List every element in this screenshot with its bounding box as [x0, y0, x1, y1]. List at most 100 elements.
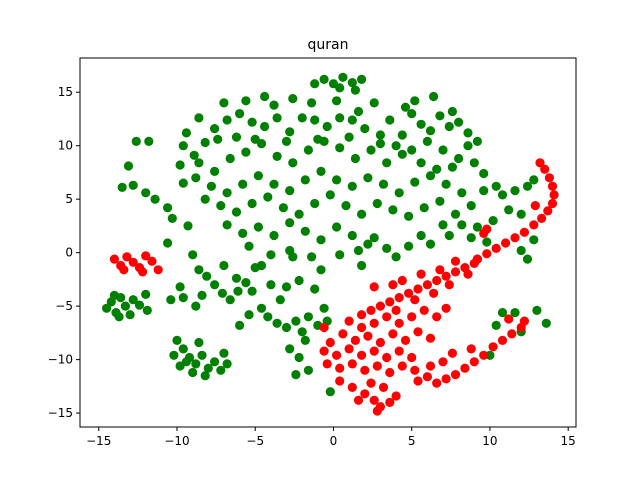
scatter-point	[313, 134, 323, 144]
scatter-point	[272, 113, 282, 123]
scatter-point	[197, 290, 207, 300]
scatter-point	[322, 359, 332, 369]
scatter-point	[316, 265, 326, 275]
scatter-point	[357, 260, 367, 271]
scatter-point	[519, 316, 530, 326]
scatter-point	[410, 295, 420, 305]
scatter-point	[269, 179, 279, 189]
scatter-point	[529, 220, 539, 230]
scatter-point	[253, 222, 263, 232]
scatter-point	[216, 201, 226, 211]
scatter-point	[303, 365, 313, 375]
scatter-point	[260, 91, 270, 102]
scatter-point	[163, 238, 173, 248]
scatter-point	[300, 175, 310, 185]
scatter-point	[338, 72, 348, 82]
scatter-point	[382, 158, 392, 168]
scatter-point	[178, 293, 188, 303]
scatter-point	[141, 251, 151, 261]
scatter-point	[529, 175, 539, 185]
scatter-point	[429, 91, 439, 102]
scatter-point	[394, 346, 404, 356]
scatter-point	[238, 228, 248, 238]
scatter-point	[233, 286, 243, 296]
scatter-point	[363, 173, 373, 183]
scatter-point	[307, 98, 317, 108]
scatter-point	[425, 171, 436, 181]
scatter-point	[231, 207, 242, 217]
scatter-point	[125, 310, 135, 320]
scatter-point	[466, 201, 476, 211]
scatter-point	[357, 209, 367, 219]
scatter-point	[266, 280, 276, 290]
scatter-point	[263, 312, 273, 322]
scatter-point	[266, 250, 276, 260]
scatter-point	[441, 179, 451, 189]
scatter-point	[488, 342, 498, 352]
scatter-point	[450, 370, 461, 380]
scatter-point	[447, 162, 457, 172]
chart-title: quran	[308, 37, 349, 53]
scatter-point	[438, 357, 448, 367]
scatter-point	[422, 372, 432, 382]
scatter-point	[344, 316, 354, 326]
scatter-point	[416, 230, 426, 241]
scatter-point	[347, 382, 357, 392]
scatter-point	[407, 312, 417, 322]
scatter-point	[194, 337, 204, 348]
scatter-point	[285, 218, 295, 228]
scatter-point	[188, 250, 198, 260]
scatter-point	[369, 346, 379, 356]
scatter-point	[457, 220, 467, 230]
scatter-point	[375, 139, 385, 149]
scatter-point	[504, 314, 514, 324]
scatter-point	[194, 265, 204, 275]
scatter-point	[231, 132, 242, 142]
scatter-point	[450, 256, 461, 266]
scatter-point	[335, 113, 345, 123]
scatter-point	[372, 198, 382, 209]
scatter-point	[197, 350, 207, 360]
scatter-point	[535, 158, 545, 168]
scatter-point	[150, 194, 160, 204]
scatter-point	[413, 284, 423, 294]
scatter-point	[397, 361, 407, 371]
scatter-point	[281, 322, 292, 333]
scatter-point	[222, 220, 232, 230]
scatter-point	[438, 220, 448, 230]
plot-frame	[79, 57, 577, 428]
scatter-point	[194, 113, 204, 123]
scatter-point	[363, 331, 373, 341]
scatter-point	[332, 96, 342, 106]
scatter-point	[238, 179, 248, 189]
scatter-point	[447, 106, 457, 117]
scatter-point	[444, 121, 454, 132]
y-tick-label: 10	[58, 139, 73, 153]
x-tick-label: 5	[408, 434, 416, 448]
scatter-point	[444, 280, 454, 290]
scatter-point	[497, 335, 508, 345]
scatter-point	[407, 352, 417, 363]
y-tick-label: 0	[65, 246, 73, 260]
scatter-point	[425, 333, 436, 343]
scatter-point	[375, 337, 385, 348]
scatter-point	[369, 98, 379, 108]
scatter-point	[357, 322, 367, 333]
scatter-point	[256, 303, 267, 313]
x-tick-label: 15	[561, 434, 576, 448]
scatter-point	[344, 132, 354, 142]
scatter-point	[469, 357, 479, 367]
scatter-point	[109, 290, 119, 300]
scatter-point	[247, 286, 257, 296]
scatter-point	[303, 312, 313, 322]
scatter-point	[466, 344, 476, 354]
scatter-point	[210, 280, 220, 290]
scatter-point	[310, 79, 320, 89]
scatter-point	[114, 312, 124, 322]
scatter-point	[231, 273, 242, 283]
scatter-point	[469, 158, 479, 168]
scatter-point	[332, 222, 342, 232]
scatter-point	[360, 365, 370, 375]
scatter-point	[181, 357, 191, 367]
scatter-point	[166, 295, 176, 305]
